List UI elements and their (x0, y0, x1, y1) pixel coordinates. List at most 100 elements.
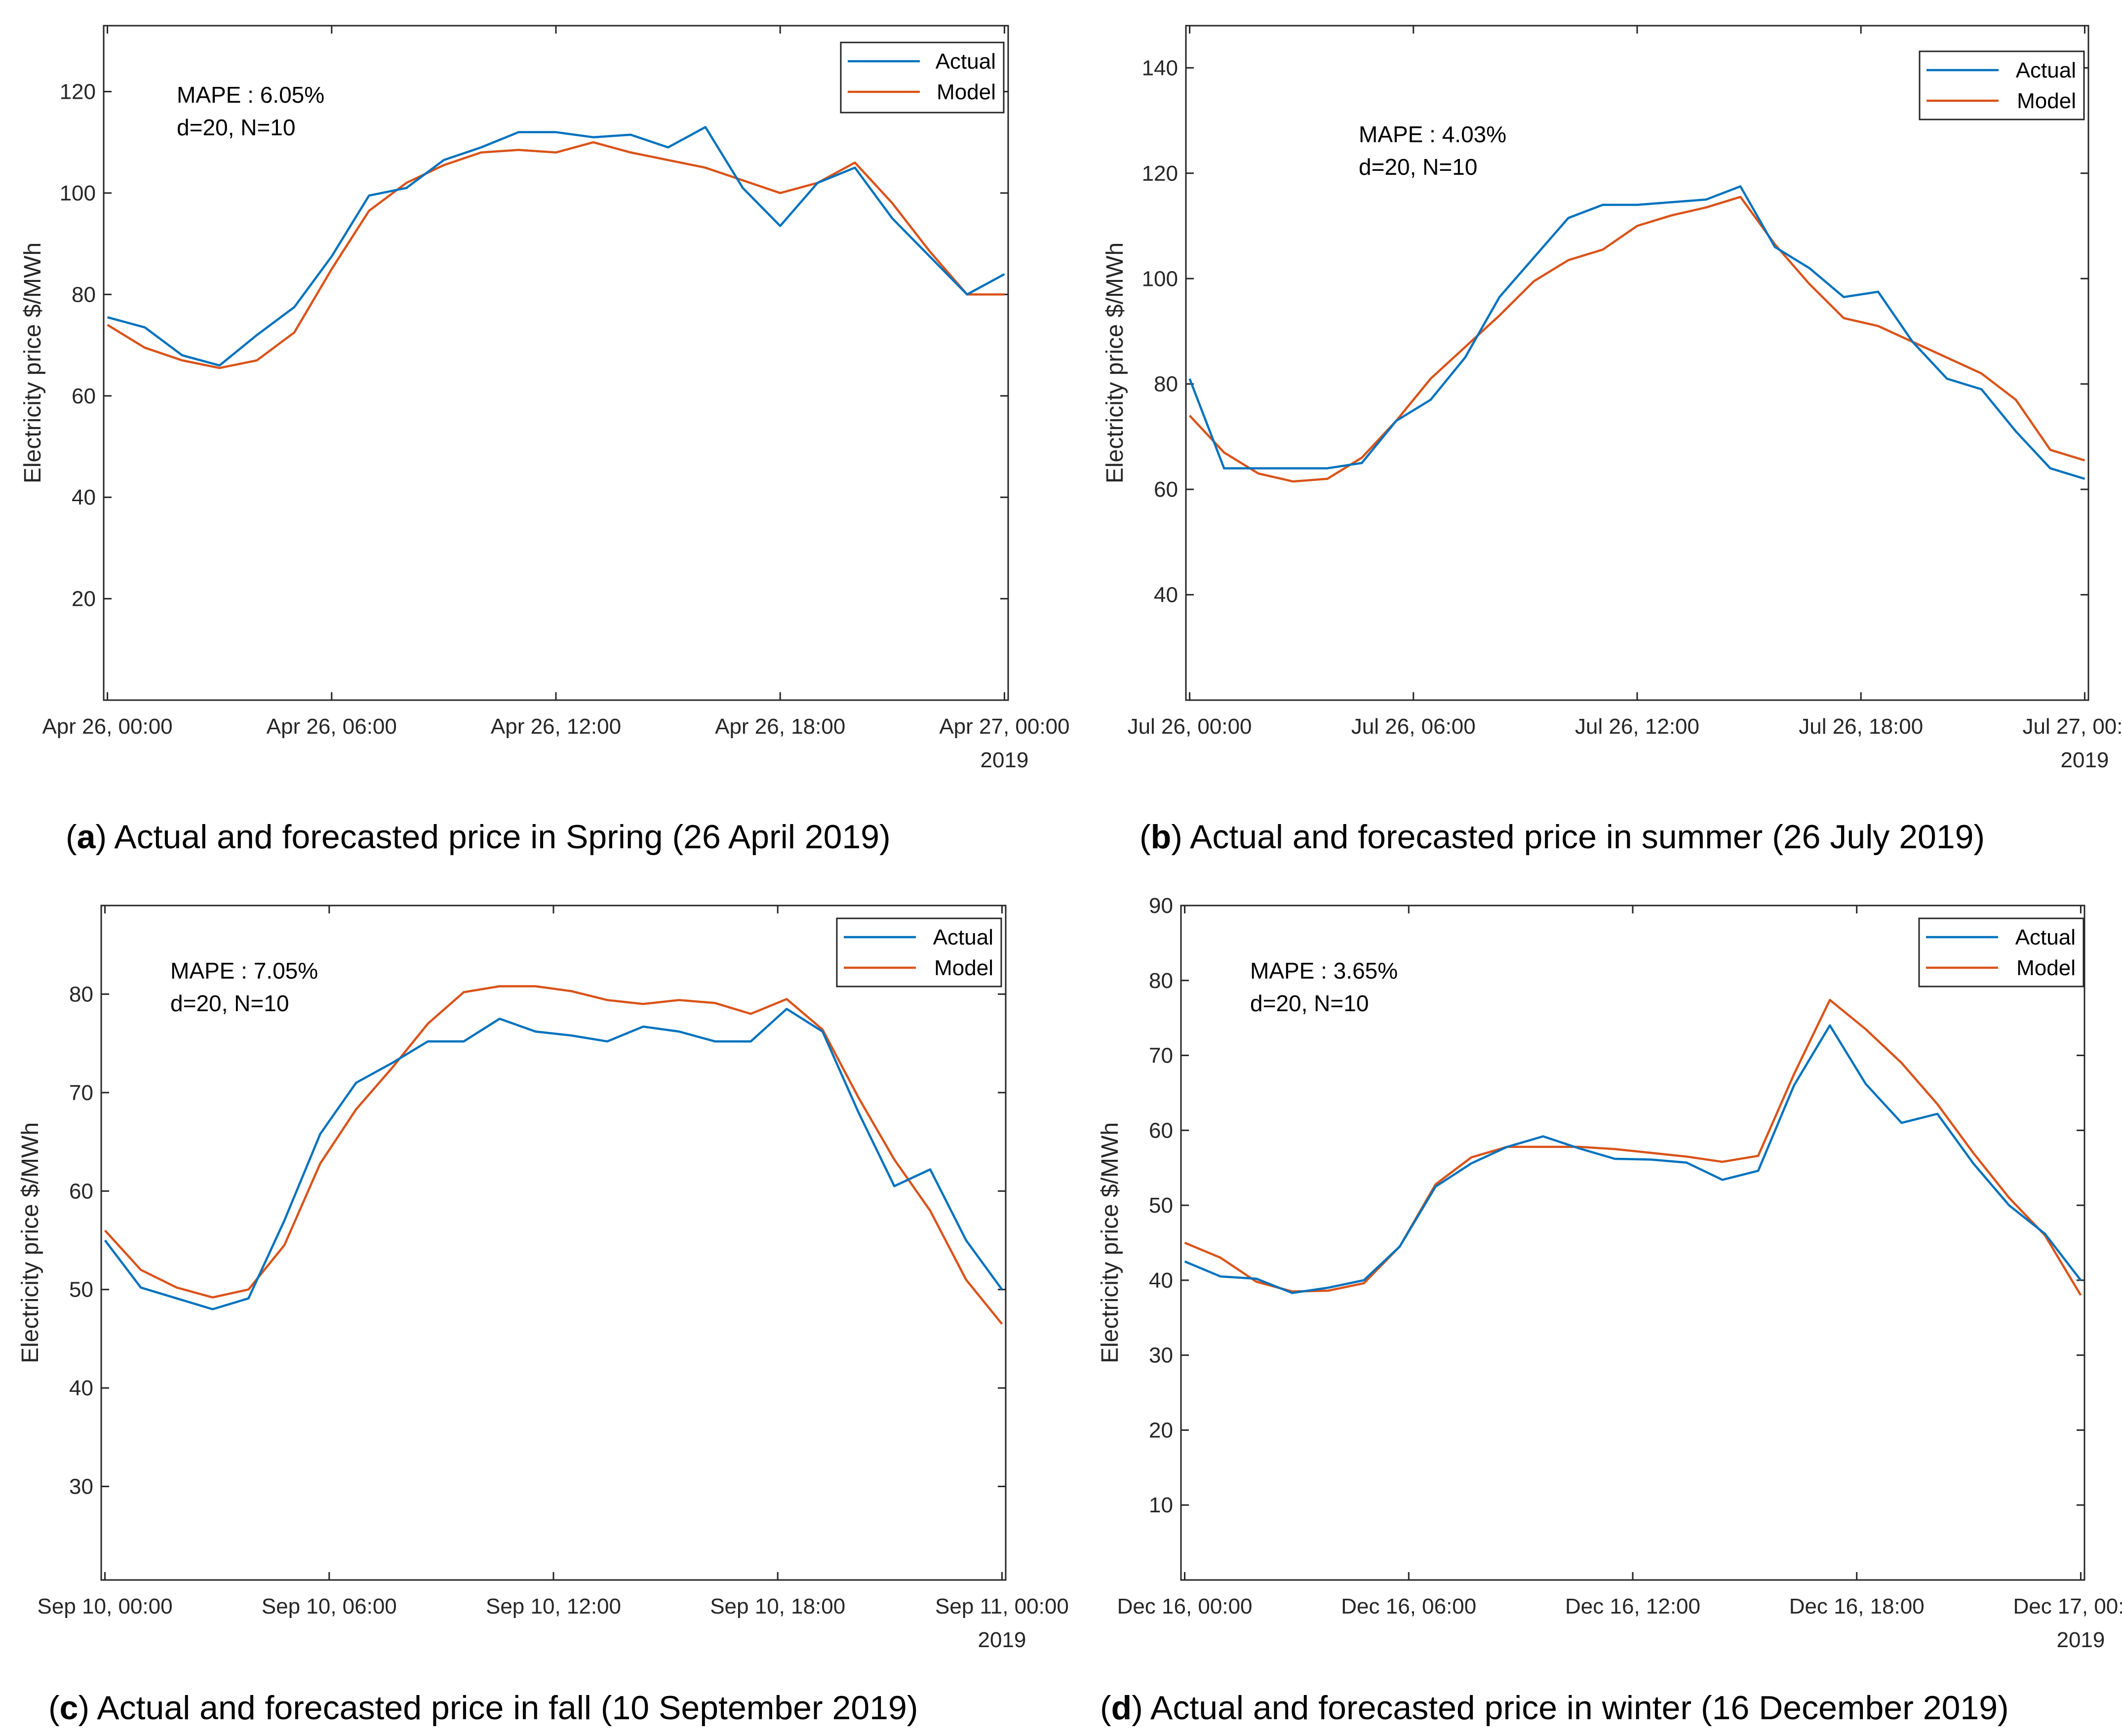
x-tick-label: Jul 26, 12:00 (1575, 714, 1699, 739)
legend-label-actual: Actual (2015, 925, 2076, 949)
y-tick-label: 40 (1149, 1268, 1173, 1293)
figure-caption: (d) Actual and forecasted price in winte… (1100, 1689, 2009, 1727)
params-annotation: d=20, N=10 (1359, 154, 1477, 180)
y-tick-label: 60 (1154, 477, 1178, 502)
legend-box (840, 41, 1005, 114)
mape-annotation: MAPE : 7.05% (170, 958, 318, 984)
x-tick-label: Dec 16, 00:00 (1117, 1594, 1253, 1618)
x-tick-label: Dec 17, 00:00 (2013, 1594, 2122, 1618)
series-group (104, 985, 1003, 1325)
x-tick-label: Sep 10, 00:00 (38, 1594, 173, 1618)
figure-caption: (b) Actual and forecasted price in summe… (1140, 818, 1985, 856)
x-year-label: 2019 (2061, 748, 2109, 772)
y-tick-label: 60 (1149, 1118, 1173, 1143)
y-axis-title: Electricity price $/MWh (1097, 1122, 1123, 1363)
x-tick-label: Apr 26, 06:00 (267, 714, 397, 739)
x-tick-label: Jul 26, 18:00 (1799, 714, 1923, 739)
legend-label-model: Model (2017, 89, 2076, 113)
legend-label-model: Model (934, 956, 993, 980)
x-tick-label: Apr 26, 00:00 (42, 714, 172, 739)
params-annotation: d=20, N=10 (1250, 990, 1369, 1016)
series-line-actual (1184, 1024, 2082, 1294)
legend: Actual Model (1918, 917, 2084, 987)
figure-caption: (a) Actual and forecasted price in Sprin… (66, 818, 891, 856)
series-line-model (104, 985, 1003, 1325)
y-axis-title: Electricity price $/MWh (20, 242, 46, 483)
x-tick-label: Jul 26, 06:00 (1351, 714, 1476, 739)
series-line-model (107, 141, 1005, 369)
y-tick-label: 10 (1149, 1493, 1173, 1517)
x-year-label: 2019 (2056, 1628, 2105, 1652)
mape-annotation: MAPE : 6.05% (177, 82, 324, 108)
y-tick-label: 20 (72, 587, 96, 611)
legend-box (1919, 50, 2085, 120)
y-tick-label: 30 (1149, 1343, 1173, 1368)
legend-label-actual: Actual (2016, 58, 2076, 82)
params-annotation: d=20, N=10 (170, 990, 289, 1016)
params-annotation: d=20, N=10 (177, 115, 295, 140)
caption-letter: d (1111, 1689, 1132, 1727)
y-tick-label: 30 (69, 1475, 93, 1499)
y-tick-label: 80 (1149, 969, 1173, 993)
x-tick-label: Jul 27, 00:00 (2022, 714, 2122, 739)
x-year-label: 2019 (980, 748, 1028, 772)
y-axis-title: Electricity price $/MWh (17, 1122, 43, 1363)
y-tick-label: 40 (69, 1376, 93, 1400)
x-tick-label: Apr 26, 18:00 (715, 714, 845, 739)
y-tick-label: 80 (69, 982, 93, 1006)
x-tick-label: Dec 16, 12:00 (1565, 1594, 1700, 1618)
y-tick-label: 120 (1142, 161, 1178, 186)
caption-text: Actual and forecasted price in winter (1… (1150, 1689, 2009, 1727)
legend: Actual Model (840, 41, 1005, 114)
legend-label-actual: Actual (933, 925, 993, 949)
x-tick-label: Jul 26, 00:00 (1128, 714, 1252, 739)
y-tick-label: 60 (69, 1179, 93, 1203)
legend-label-model: Model (2016, 956, 2076, 980)
x-year-label: 2019 (978, 1628, 1026, 1652)
x-tick-label: Sep 10, 06:00 (262, 1594, 397, 1618)
y-tick-label: 90 (1149, 894, 1173, 918)
x-tick-label: Dec 16, 06:00 (1341, 1594, 1476, 1618)
x-tick-label: Sep 11, 00:00 (935, 1594, 1069, 1618)
x-tick-label: Dec 16, 18:00 (1789, 1594, 1925, 1618)
caption-letter: b (1151, 818, 1172, 856)
series-group (1184, 998, 2082, 1296)
y-tick-label: 50 (1149, 1193, 1173, 1218)
legend-label-model: Model (937, 80, 996, 104)
legend: Actual Model (836, 917, 1002, 987)
x-tick-label: Apr 26, 12:00 (491, 714, 621, 739)
mape-annotation: MAPE : 4.03% (1359, 121, 1506, 147)
x-tick-label: Sep 10, 12:00 (486, 1594, 621, 1618)
y-tick-label: 140 (1142, 56, 1178, 80)
series-group (107, 126, 1005, 369)
chart-panel-c: 30 40 50 60 70 80 Sep 10, 00:00 Sep 10, 06:00 Se… (17, 905, 1069, 1727)
y-tick-label: 120 (60, 80, 96, 104)
series-line-actual (107, 126, 1005, 367)
y-tick-label: 40 (1154, 583, 1178, 607)
caption-letter: c (60, 1689, 79, 1727)
legend-label-actual: Actual (936, 49, 996, 74)
caption-text: Actual and forecasted price in summer (2… (1190, 818, 1985, 856)
y-tick-label: 80 (72, 282, 96, 307)
legend-box (836, 917, 1002, 987)
y-tick-label: 20 (1149, 1418, 1173, 1442)
x-tick-label: Apr 27, 00:00 (939, 714, 1069, 739)
series-line-actual (1188, 185, 2085, 480)
caption-letter: a (77, 818, 96, 856)
legend-box (1918, 917, 2084, 987)
chart-panel-d: 10 20 30 40 50 60 70 80 90 Dec 16, 00:00 Dec 16, 0… (1097, 894, 2122, 1727)
mape-annotation: MAPE : 3.65% (1250, 958, 1398, 984)
y-tick-label: 40 (72, 485, 96, 510)
y-tick-label: 50 (69, 1278, 93, 1302)
series-group (1188, 185, 2085, 483)
legend: Actual Model (1919, 50, 2085, 120)
y-tick-label: 70 (69, 1081, 93, 1105)
y-tick-label: 70 (1149, 1044, 1173, 1068)
y-tick-label: 60 (72, 384, 96, 408)
caption-text: Actual and forecasted price in Spring (2… (114, 818, 890, 856)
chart-panel-b: 40 60 80 100 120 140 Jul 26, 00:00 Jul 26, 06:0… (1102, 25, 2122, 856)
series-line-actual (104, 1008, 1003, 1310)
y-axis-title: Electricity price $/MWh (1102, 242, 1128, 483)
series-line-model (1188, 196, 2085, 483)
